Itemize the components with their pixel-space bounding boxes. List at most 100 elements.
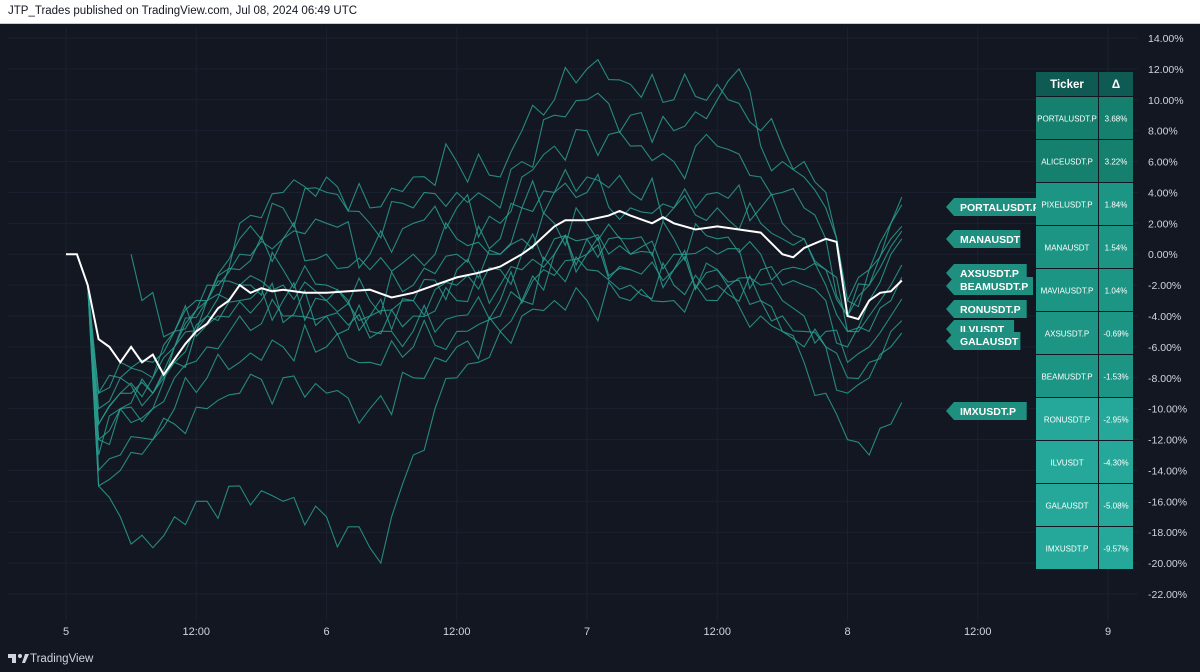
table-delta-text: -9.57% <box>1103 545 1128 554</box>
x-tick-label: 6 <box>323 626 329 638</box>
table-cell-delta <box>1099 226 1133 268</box>
table-cell-ticker <box>1036 441 1098 483</box>
table-ticker-text: MANAUSDT <box>1045 244 1090 253</box>
y-tick-label: -12.00% <box>1148 435 1187 447</box>
x-tick-label: 12:00 <box>443 626 471 638</box>
series-tag-bg <box>946 332 1021 350</box>
series-line-galausdt <box>66 253 903 472</box>
table-cell-ticker <box>1036 398 1098 440</box>
table-cell-ticker <box>1036 312 1098 354</box>
series-tag-label: PORTALUSDT.P <box>960 202 1040 214</box>
y-tick-label: -8.00% <box>1148 373 1181 385</box>
table-ticker-text: BEAMUSDT.P <box>1041 373 1092 382</box>
table-ticker-text: MAVIAUSDT.P <box>1041 287 1094 296</box>
table-cell-delta <box>1099 97 1133 139</box>
y-tick-label: -2.00% <box>1148 280 1181 292</box>
y-tick-label: 12.00% <box>1148 64 1184 76</box>
series-tags: PORTALUSDT.PMANAUSDTAXSUSDT.PBEAMUSDT.PR… <box>946 198 1046 420</box>
series-tag[interactable]: PORTALUSDT.P <box>946 198 1046 216</box>
series-tag-label: GALAUSDT <box>960 336 1019 348</box>
y-tick-label: 14.00% <box>1148 33 1184 45</box>
publish-header: JTP_Trades published on TradingView.com,… <box>0 0 1200 24</box>
y-axis: 14.00% 12.00% 10.00% 8.00% 6.00% 4.00% 2.00% 0.… <box>1148 33 1187 601</box>
table-delta-text: -0.69% <box>1103 330 1128 339</box>
y-tick-label: -6.00% <box>1148 342 1181 354</box>
series-tag-bg <box>946 198 1046 216</box>
table-ticker-text: RONUSDT.P <box>1044 416 1090 425</box>
table-delta-text: 1.84% <box>1105 201 1128 210</box>
series-tag[interactable]: RONUSDT.P <box>946 300 1027 318</box>
comparison-chart[interactable]: 14.00% 12.00% 10.00% 8.00% 6.00% 4.00% 2.00% 0.… <box>0 24 1200 648</box>
x-tick-label: 9 <box>1105 626 1111 638</box>
series-tag-label: IMXUSDT.P <box>960 406 1016 418</box>
y-tick-label: 10.00% <box>1148 95 1184 107</box>
table-cell-ticker <box>1036 484 1098 526</box>
table-cell-delta <box>1099 527 1133 569</box>
y-tick-label: 4.00% <box>1148 187 1178 199</box>
table-delta-text: -4.30% <box>1103 459 1128 468</box>
series-line-pixelusdt-p <box>66 128 903 456</box>
table-cell-ticker <box>1036 140 1098 182</box>
chart-area[interactable]: 14.00% 12.00% 10.00% 8.00% 6.00% 4.00% 2.00% 0.… <box>0 24 1200 648</box>
table-cell-ticker <box>1036 183 1098 225</box>
table-ticker-text: PORTALUSDT.P <box>1037 115 1097 124</box>
y-tick-label: -18.00% <box>1148 527 1187 539</box>
series-tag-bg <box>946 230 1021 248</box>
series-line-ilvusdt <box>66 253 903 487</box>
table-ticker-text: GALAUSDT <box>1045 502 1088 511</box>
table-delta-text: 3.68% <box>1105 115 1128 124</box>
series-tag-bg <box>946 300 1027 318</box>
x-tick-label: 12:00 <box>703 626 731 638</box>
series-line-extra <box>130 243 631 348</box>
table-ticker-text: ILVUSDT <box>1050 459 1083 468</box>
y-tick-label: 2.00% <box>1148 218 1178 230</box>
y-tick-label: 8.00% <box>1148 126 1178 138</box>
table-cell-delta <box>1099 269 1133 311</box>
tradingview-brand: TradingView <box>30 653 94 665</box>
series-line-imxusdt-p <box>66 233 903 565</box>
series-tag-label: BEAMUSDT.P <box>960 281 1028 293</box>
grid-lines <box>8 28 1138 620</box>
series-tag-label: RONUSDT.P <box>960 304 1021 316</box>
table-delta-text: 3.22% <box>1105 158 1128 167</box>
table-header-delta-label: Δ <box>1112 79 1120 91</box>
footer-bar: TradingView <box>0 648 1200 672</box>
x-tick-label: 7 <box>584 626 590 638</box>
series-line-maviausdt-p <box>66 173 903 410</box>
published-by-text: JTP_Trades published on TradingView.com,… <box>8 5 358 17</box>
series-line-axsusdt-p <box>66 206 903 395</box>
x-axis: 5 12:00 6 12:00 7 12:00 8 12:00 9 <box>63 626 1111 638</box>
series-tag-bg <box>946 402 1027 420</box>
table-ticker-text: AXSUSDT.P <box>1045 330 1089 339</box>
y-tick-label: -4.00% <box>1148 311 1181 323</box>
x-tick-label: 12:00 <box>182 626 210 638</box>
x-tick-label: 5 <box>63 626 69 638</box>
table-cell-delta <box>1099 441 1133 483</box>
table-cell-ticker <box>1036 527 1098 569</box>
y-tick-label: -22.00% <box>1148 589 1187 601</box>
series-tag[interactable]: MANAUSDT <box>946 230 1021 248</box>
table-ticker-text: IMXUSDT.P <box>1046 545 1089 554</box>
table-header-ticker <box>1036 72 1098 96</box>
table-cell-delta <box>1099 140 1133 182</box>
table-cell-delta <box>1099 312 1133 354</box>
y-tick-label: -20.00% <box>1148 558 1187 570</box>
table-header-delta <box>1099 72 1133 96</box>
series-tag[interactable]: GALAUSDT <box>946 332 1021 350</box>
x-tick-label: 8 <box>844 626 850 638</box>
table-cell-ticker <box>1036 269 1098 311</box>
table-cell-delta <box>1099 355 1133 397</box>
y-tick-label: -10.00% <box>1148 404 1187 416</box>
series-tag[interactable]: IMXUSDT.P <box>946 402 1027 420</box>
series-line-ronusdt-p <box>66 234 903 441</box>
table-cell-delta <box>1099 484 1133 526</box>
series-line-aliceusdt-p <box>66 67 903 426</box>
table-delta-text: -1.53% <box>1103 373 1128 382</box>
table-cell-ticker <box>1036 355 1098 397</box>
series-tag[interactable]: BEAMUSDT.P <box>946 277 1033 295</box>
series-line-beamusdt-p <box>66 232 903 426</box>
table-delta-text: 1.04% <box>1105 287 1128 296</box>
table-cell-ticker <box>1036 97 1098 139</box>
y-tick-label: 0.00% <box>1148 249 1178 261</box>
tradingview-logo-icon <box>8 654 29 663</box>
